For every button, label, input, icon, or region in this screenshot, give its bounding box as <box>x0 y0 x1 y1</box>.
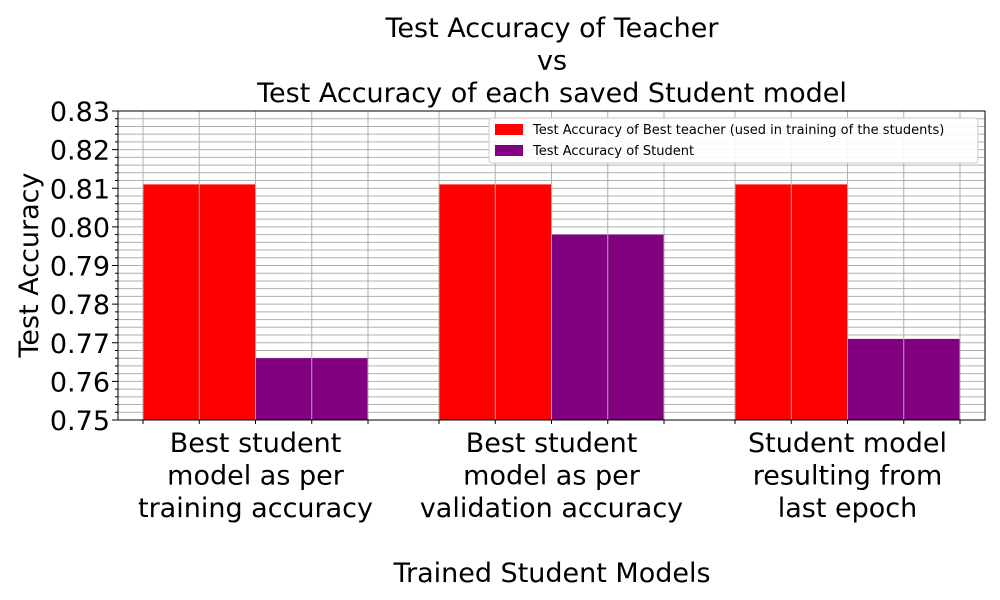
y-tick-label: 0.81 <box>50 174 110 205</box>
legend: Test Accuracy of Best teacher (used in t… <box>488 117 979 164</box>
y-tick-label: 0.76 <box>50 367 110 398</box>
y-tick-label: 0.83 <box>50 97 110 128</box>
x-tick-label: Student model <box>748 428 947 459</box>
axes <box>112 110 986 424</box>
x-tick-label: Best student <box>466 428 638 459</box>
y-axis-label: Test Accuracy <box>14 172 45 358</box>
y-tick-label: 0.78 <box>50 290 110 321</box>
x-tick-label: resulting from <box>753 461 943 492</box>
chart-title-line: Test Accuracy of each saved Student mode… <box>256 78 847 109</box>
y-tick-label: 0.75 <box>50 406 110 437</box>
x-tick-label: model as per <box>463 461 641 492</box>
x-tick-label: model as per <box>167 461 345 492</box>
legend-label: Test Accuracy of Best teacher (used in t… <box>532 123 944 138</box>
y-tick-label: 0.82 <box>50 136 110 167</box>
y-tick-label: 0.77 <box>50 329 110 360</box>
x-tick-label: Best student <box>170 428 342 459</box>
y-tick-labels: 0.75 0.76 0.77 0.78 0.79 0.80 0.81 0.82 0.83 <box>50 97 110 437</box>
x-tick-label: training accuracy <box>138 493 373 524</box>
legend-swatch <box>495 124 523 135</box>
chart-title-line: Test Accuracy of Teacher <box>385 13 720 44</box>
chart-title-line: vs <box>537 46 567 77</box>
x-tick-label: last epoch <box>778 493 918 524</box>
legend-swatch <box>495 145 523 156</box>
legend-box <box>488 117 979 164</box>
legend-label: Test Accuracy of Student <box>532 144 694 159</box>
y-tick-label: 0.80 <box>50 213 110 244</box>
x-axis-label: Trained Student Models <box>392 558 710 589</box>
y-tick-label: 0.79 <box>50 252 110 283</box>
x-tick-label: validation accuracy <box>420 493 683 524</box>
